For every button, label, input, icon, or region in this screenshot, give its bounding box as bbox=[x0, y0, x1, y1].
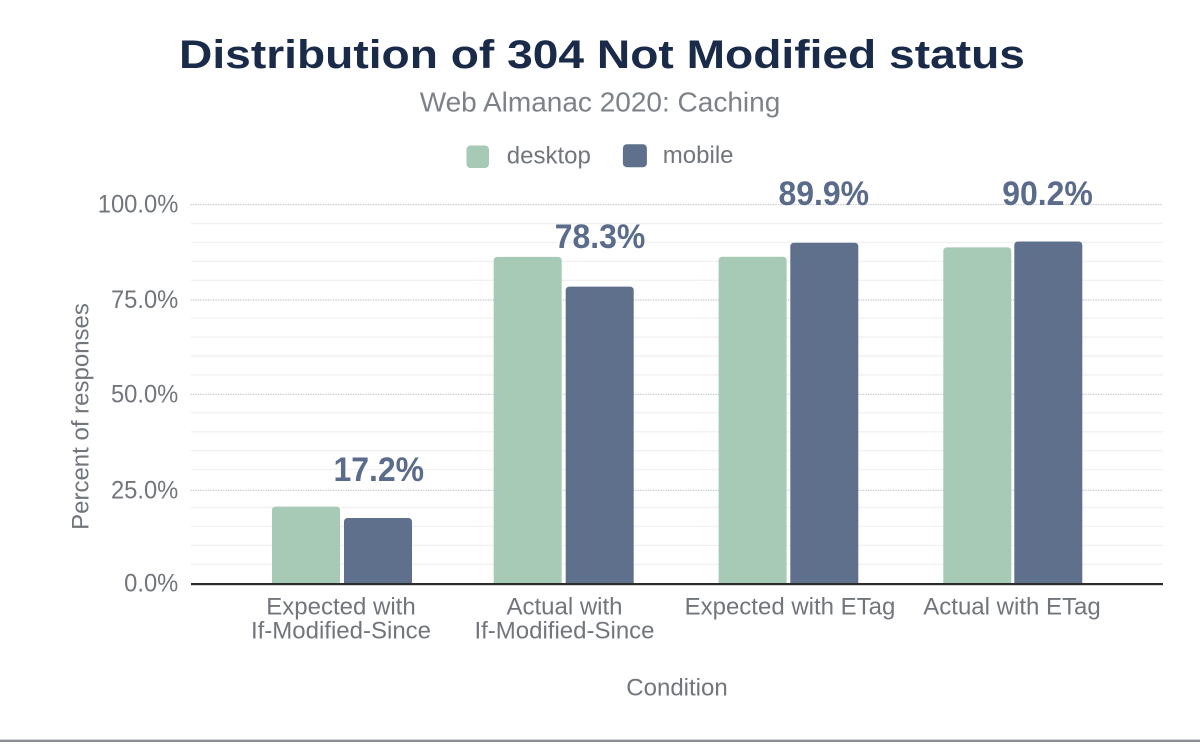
svg-text:Web Almanac 2020: Caching: Web Almanac 2020: Caching bbox=[420, 86, 781, 117]
svg-text:Expected with ETag: Expected with ETag bbox=[685, 594, 896, 621]
svg-text:50.0%: 50.0% bbox=[111, 381, 178, 409]
svg-text:78.3%: 78.3% bbox=[555, 217, 646, 255]
svg-text:75.0%: 75.0% bbox=[111, 287, 178, 315]
svg-text:desktop: desktop bbox=[507, 142, 591, 169]
svg-text:Expected with: Expected with bbox=[266, 594, 415, 621]
svg-text:Actual with: Actual with bbox=[506, 594, 622, 621]
svg-text:Actual with ETag: Actual with ETag bbox=[923, 594, 1100, 621]
svg-text:17.2%: 17.2% bbox=[334, 450, 425, 488]
svg-text:If-Modified-Since: If-Modified-Since bbox=[251, 618, 431, 645]
svg-text:0.0%: 0.0% bbox=[124, 570, 178, 598]
svg-text:90.2%: 90.2% bbox=[1002, 174, 1093, 212]
svg-text:100.0%: 100.0% bbox=[98, 191, 179, 219]
svg-text:Distribution of 304 Not Modifi: Distribution of 304 Not Modified status bbox=[179, 33, 1025, 77]
svg-text:25.0%: 25.0% bbox=[111, 477, 178, 505]
svg-text:mobile: mobile bbox=[663, 142, 734, 169]
svg-text:Percent of responses: Percent of responses bbox=[68, 303, 95, 530]
svg-text:89.9%: 89.9% bbox=[779, 174, 870, 212]
svg-text:Condition: Condition bbox=[626, 675, 727, 702]
svg-text:If-Modified-Since: If-Modified-Since bbox=[474, 618, 654, 645]
